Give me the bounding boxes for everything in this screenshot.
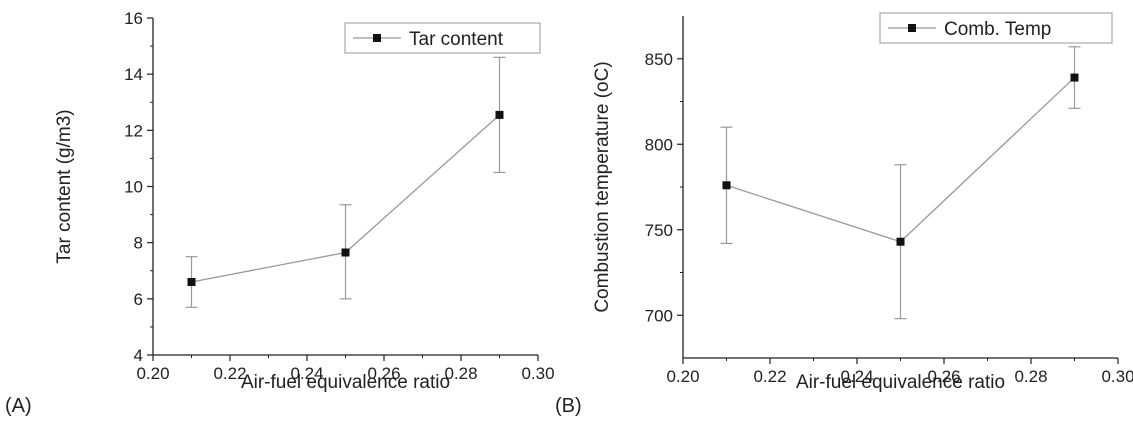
legend-label: Comb. Temp [944,19,1051,40]
x-axis-title: Air-fuel equivalence ratio [796,372,1005,393]
legend-label: Tar content [409,29,504,50]
x-tick-label: 0.24 [840,367,873,386]
chart-a: 0.20 0.22 0.24 0.26 0.28 0.30 4 6 8 10 12 14 16 Air-f… [5,9,555,417]
x-tick-label: 0.26 [367,364,400,383]
y-tick-label: 4 [134,346,143,365]
data-point [495,110,504,119]
x-tick-label: 0.22 [753,367,786,386]
x-tick-label: 0.30 [1101,367,1133,386]
y-axis-title: Combustion temperature (oC) [592,61,613,312]
panel-label: (B) [555,395,582,417]
y-tick-label: 800 [645,135,673,154]
chart-b: 0.20 0.22 0.24 0.26 0.28 0.30 700 750 800 850 Air-… [555,12,1133,417]
y-tick-label: 8 [134,234,143,253]
panel-label: (A) [5,395,32,417]
x-tick-label: 0.20 [666,367,699,386]
legend-marker [373,34,381,42]
x-axis-title: Air-fuel equivalence ratio [241,372,450,393]
y-tick-label: 14 [124,65,143,84]
legend-marker [908,24,916,32]
x-tick-label: 0.26 [927,367,960,386]
x-tick-label: 0.30 [521,364,554,383]
y-tick-label: 16 [124,9,143,28]
y-axis-title: Tar content (g/m3) [54,109,75,263]
data-point [187,277,196,286]
y-tick-label: 12 [124,121,143,140]
x-tick-label: 0.24 [290,364,323,383]
data-point [1070,73,1079,82]
x-tick-label: 0.20 [136,364,169,383]
x-tick-label: 0.28 [444,364,477,383]
legend: Tar content [344,22,541,54]
y-tick-label: 10 [124,178,143,197]
data-point [341,248,350,257]
data-point [722,181,731,190]
y-tick-label: 850 [645,50,673,69]
data-point [896,237,905,246]
y-tick-label: 750 [645,221,673,240]
legend: Comb. Temp [879,12,1113,44]
x-tick-label: 0.22 [213,364,246,383]
y-tick-label: 700 [645,306,673,325]
x-tick-label: 0.28 [1014,367,1047,386]
y-tick-label: 6 [134,290,143,309]
